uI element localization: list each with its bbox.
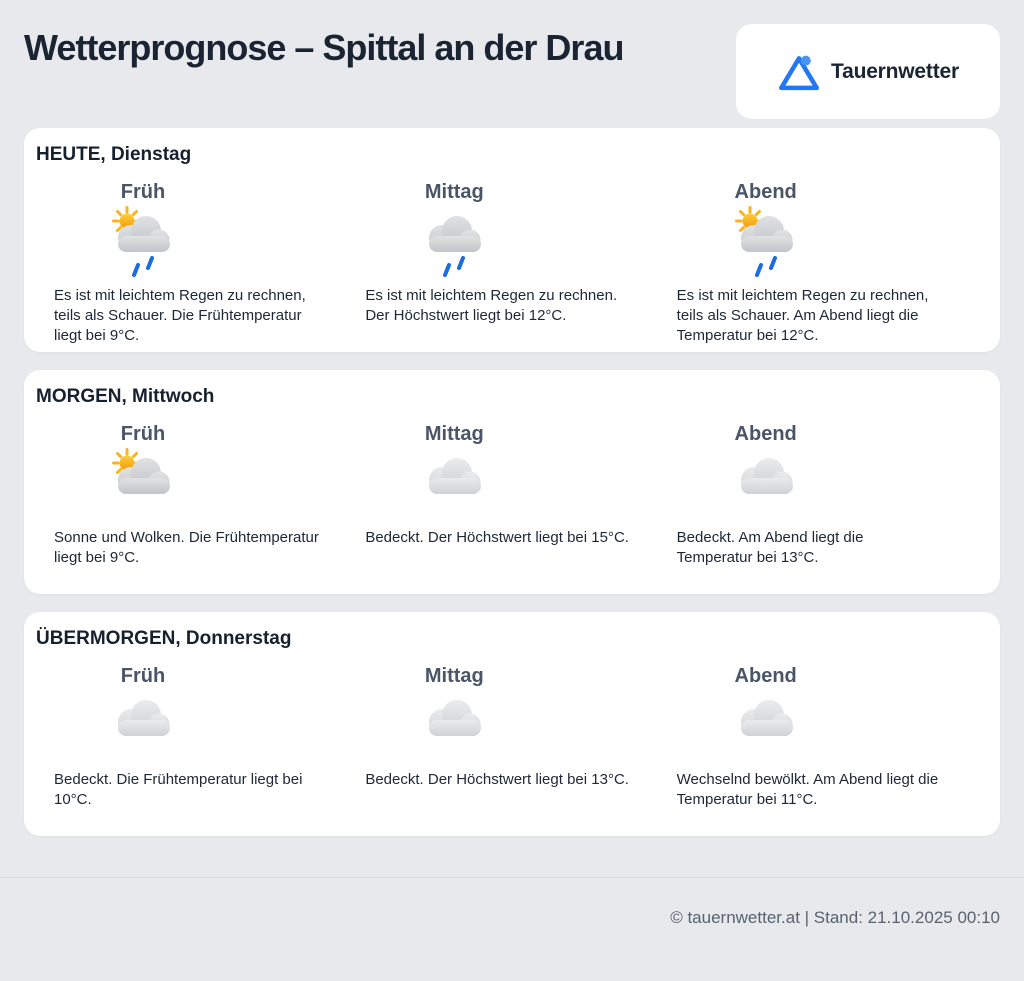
period-description: Es ist mit leichtem Regen zu rechnen. De… xyxy=(365,287,618,324)
period-description: Es ist mit leichtem Regen zu rechnen, te… xyxy=(676,287,929,344)
days: HEUTE, Dienstag Früh Es ist mit leichtem… xyxy=(24,128,1000,836)
period-description: Bedeckt. Der Höchstwert liegt bei 15°C. xyxy=(365,529,629,546)
day-heading: MORGEN, Mittwoch xyxy=(36,386,215,407)
day-periods: Früh Bedeckt. Die Frühtemperatur liegt b… xyxy=(36,664,988,830)
period-description: Es ist mit leichtem Regen zu rechnen, te… xyxy=(54,287,306,344)
period-label: Früh xyxy=(120,423,166,445)
period-column: Abend Es ist mit leichtem Regen zu rechn… xyxy=(677,180,988,346)
day-heading: ÜBERMORGEN, Donnerstag xyxy=(36,628,292,649)
period-head: Früh xyxy=(54,180,232,286)
footer-text: © tauernwetter.at | Stand: 21.10.2025 00… xyxy=(670,908,1000,927)
cloud-icon xyxy=(677,448,855,528)
brand-logo: Tauernwetter xyxy=(736,24,1000,119)
cloud-icon xyxy=(54,690,232,770)
period-label: Abend xyxy=(734,665,797,687)
page-header: Wetterprognose – Spittal an der Drau Tau… xyxy=(24,24,1000,119)
day-periods: Früh Es ist mit leichtem Regen zu rechne… xyxy=(36,180,988,346)
period-description: Bedeckt. Am Abend liegt die Temperatur b… xyxy=(676,529,864,566)
page-title: Wetterprognose – Spittal an der Drau xyxy=(24,27,624,68)
period-column: Früh Bedeckt. Die Frühtemperatur liegt b… xyxy=(54,664,365,830)
weather-page: Wetterprognose – Spittal an der Drau Tau… xyxy=(24,24,1000,836)
period-label: Abend xyxy=(734,181,797,203)
period-label: Abend xyxy=(734,423,797,445)
period-label: Früh xyxy=(120,181,166,203)
cloud-icon xyxy=(365,690,543,770)
cloud-icon xyxy=(365,448,543,528)
period-column: Früh Sonne und Wolken. Die Frühtemperatu… xyxy=(54,422,365,588)
period-column: Mittag Es ist mit leichtem Regen zu rech… xyxy=(365,180,676,346)
brand-name: Tauernwetter xyxy=(831,59,959,83)
period-head: Abend xyxy=(677,180,855,286)
day-card: ÜBERMORGEN, Donnerstag Früh Bedeckt. Die… xyxy=(24,612,1000,836)
day-heading: HEUTE, Dienstag xyxy=(36,144,192,165)
period-description: Bedeckt. Der Höchstwert liegt bei 13°C. xyxy=(365,771,629,788)
period-description: Bedeckt. Die Frühtemperatur liegt bei 10… xyxy=(54,771,303,808)
period-column: Abend Wechselnd bewölkt. Am Abend liegt … xyxy=(677,664,988,830)
cloud-icon xyxy=(677,690,855,770)
period-column: Früh Es ist mit leichtem Regen zu rechne… xyxy=(54,180,365,346)
period-label: Mittag xyxy=(424,423,484,445)
period-label: Mittag xyxy=(424,665,484,687)
mountain-icon xyxy=(777,52,821,92)
period-column: Mittag Bedeckt. Der Höchstwert liegt bei… xyxy=(365,422,676,588)
sun-cloud-icon xyxy=(54,448,232,528)
period-label: Mittag xyxy=(424,181,484,203)
sun-rain-cloud-icon xyxy=(677,206,855,286)
period-head: Früh xyxy=(54,422,232,528)
period-head: Mittag xyxy=(365,664,543,770)
page-footer: © tauernwetter.at | Stand: 21.10.2025 00… xyxy=(0,877,1024,928)
period-description: Sonne und Wolken. Die Frühtemperatur lie… xyxy=(54,529,319,566)
period-column: Mittag Bedeckt. Der Höchstwert liegt bei… xyxy=(365,664,676,830)
period-head: Abend xyxy=(677,422,855,528)
sun-rain-cloud-icon xyxy=(54,206,232,286)
period-column: Abend Bedeckt. Am Abend liegt die Temper… xyxy=(677,422,988,588)
rain-cloud-icon xyxy=(365,206,543,286)
day-card: HEUTE, Dienstag Früh Es ist mit leichtem… xyxy=(24,128,1000,352)
period-head: Früh xyxy=(54,664,232,770)
day-periods: Früh Sonne und Wolken. Die Frühtemperatu… xyxy=(36,422,988,588)
period-head: Mittag xyxy=(365,180,543,286)
period-label: Früh xyxy=(120,665,166,687)
period-head: Mittag xyxy=(365,422,543,528)
period-head: Abend xyxy=(677,664,855,770)
period-description: Wechselnd bewölkt. Am Abend liegt die Te… xyxy=(676,771,939,808)
day-card: MORGEN, Mittwoch Früh Sonne und Wolken. … xyxy=(24,370,1000,594)
